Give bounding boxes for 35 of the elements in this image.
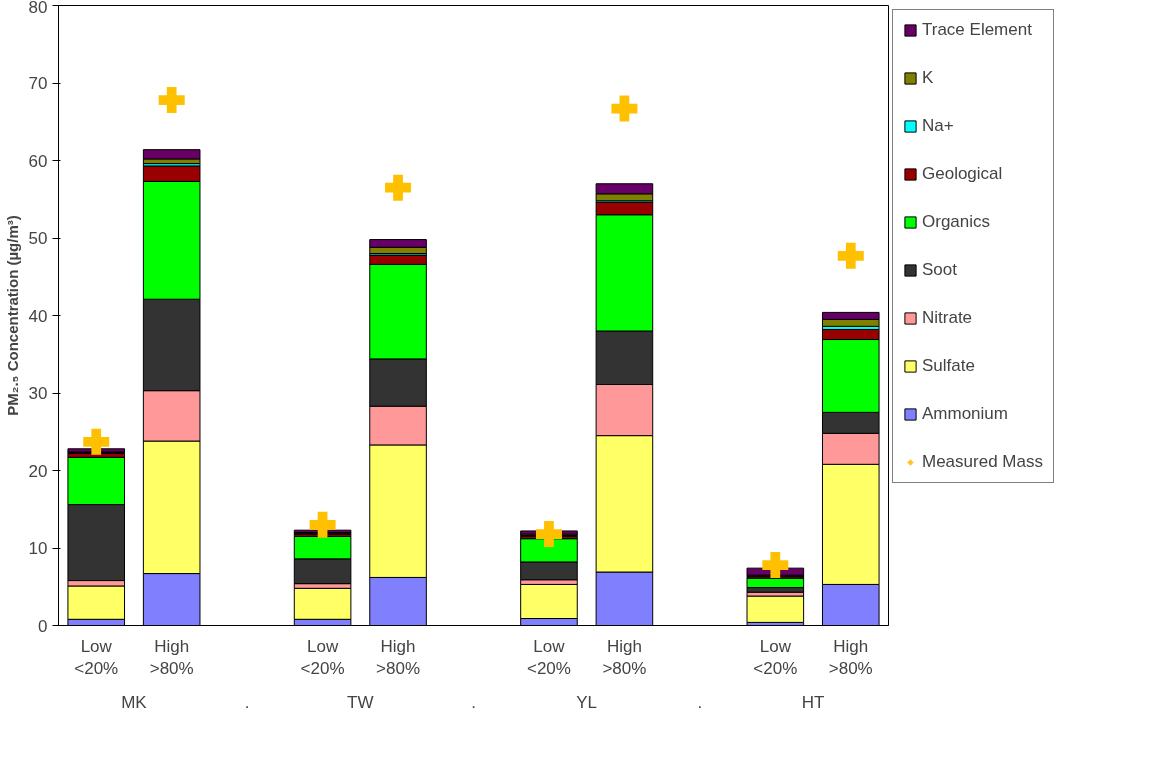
x-tick-label: Low <20% [753, 636, 798, 679]
y-tick-label: 30 [28, 384, 48, 403]
legend-label: K [922, 68, 935, 88]
text: HT [801, 692, 825, 712]
text: . [471, 692, 476, 712]
x-tick-label: High >80% [828, 636, 873, 679]
y-tick-label: 60 [28, 151, 48, 171]
legend-label: Measured Mass [922, 452, 1043, 472]
y-tick-label: 20 [28, 461, 48, 481]
legend-label: Trace Element [922, 20, 1032, 40]
y-tick-label: 10 [28, 539, 48, 558]
legend-label: Organics [922, 212, 991, 232]
x-tick-label: Low <20% [300, 636, 345, 679]
y-tick-label: 70 [28, 74, 48, 93]
text: . [697, 692, 703, 712]
x-tick-label: High >80% [376, 636, 421, 679]
y-tick-label: 80 [28, 0, 48, 17]
y-axis-title: PM₂.₅ Concentration (µg/m³) [3, 215, 21, 416]
text: MK [121, 692, 148, 712]
x-tick-label: High >80% [149, 636, 194, 679]
text: TW [347, 692, 374, 712]
x-tick-label: Low <20% [74, 636, 119, 679]
y-tick-label: 50 [28, 229, 48, 248]
legend-label: Sulfate [922, 356, 975, 376]
y-tick-label: 40 [28, 306, 48, 326]
text: . [244, 692, 250, 712]
legend-label: Na+ [922, 116, 954, 136]
x-tick-label: Low <20% [526, 636, 571, 679]
legend-label: Geological [922, 164, 1003, 184]
legend-label: Nitrate [922, 308, 973, 328]
legend-label: Ammonium [922, 404, 1008, 424]
legend-label: Soot [922, 260, 957, 280]
x-tick-label: High >80% [602, 636, 647, 679]
y-tick-label: 0 [38, 616, 48, 636]
text: YL [576, 692, 598, 712]
